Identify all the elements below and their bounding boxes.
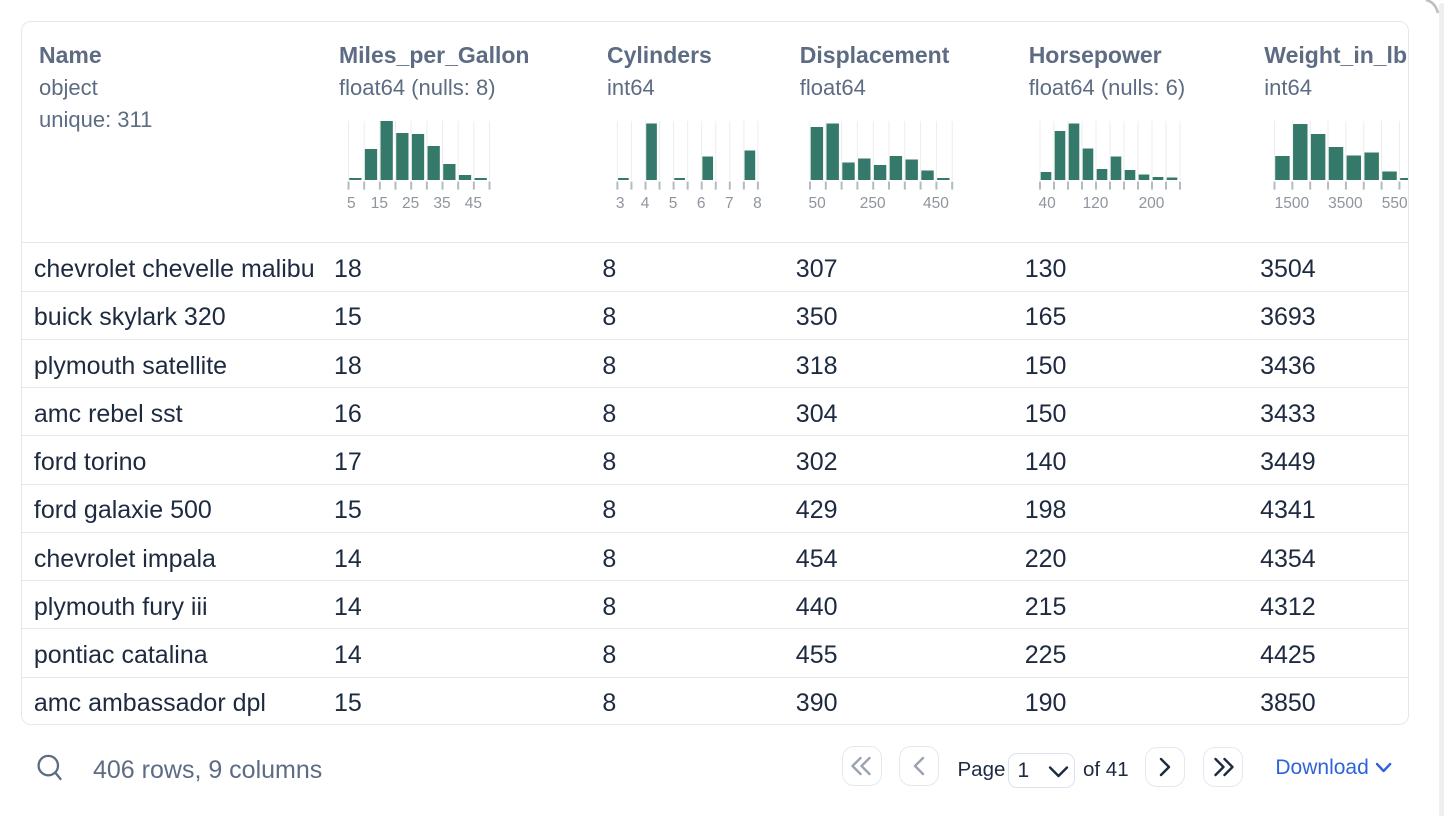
- svg-text:15: 15: [371, 195, 388, 212]
- svg-text:35: 35: [433, 195, 450, 212]
- svg-text:200: 200: [1139, 195, 1165, 212]
- svg-text:5500: 5500: [1382, 195, 1408, 212]
- svg-text:250: 250: [860, 195, 886, 212]
- svg-text:8: 8: [753, 195, 762, 212]
- svg-text:120: 120: [1083, 195, 1109, 212]
- svg-text:40: 40: [1039, 195, 1057, 212]
- svg-text:5: 5: [347, 195, 356, 212]
- svg-text:25: 25: [402, 195, 419, 212]
- svg-text:4: 4: [641, 195, 650, 212]
- svg-text:450: 450: [923, 195, 949, 212]
- svg-text:6: 6: [697, 195, 706, 212]
- svg-text:45: 45: [465, 195, 482, 212]
- svg-text:7: 7: [725, 195, 734, 212]
- svg-text:3: 3: [616, 195, 625, 212]
- svg-text:1500: 1500: [1275, 195, 1310, 212]
- svg-text:50: 50: [809, 195, 827, 212]
- svg-text:3500: 3500: [1328, 195, 1363, 212]
- svg-text:5: 5: [669, 195, 678, 212]
